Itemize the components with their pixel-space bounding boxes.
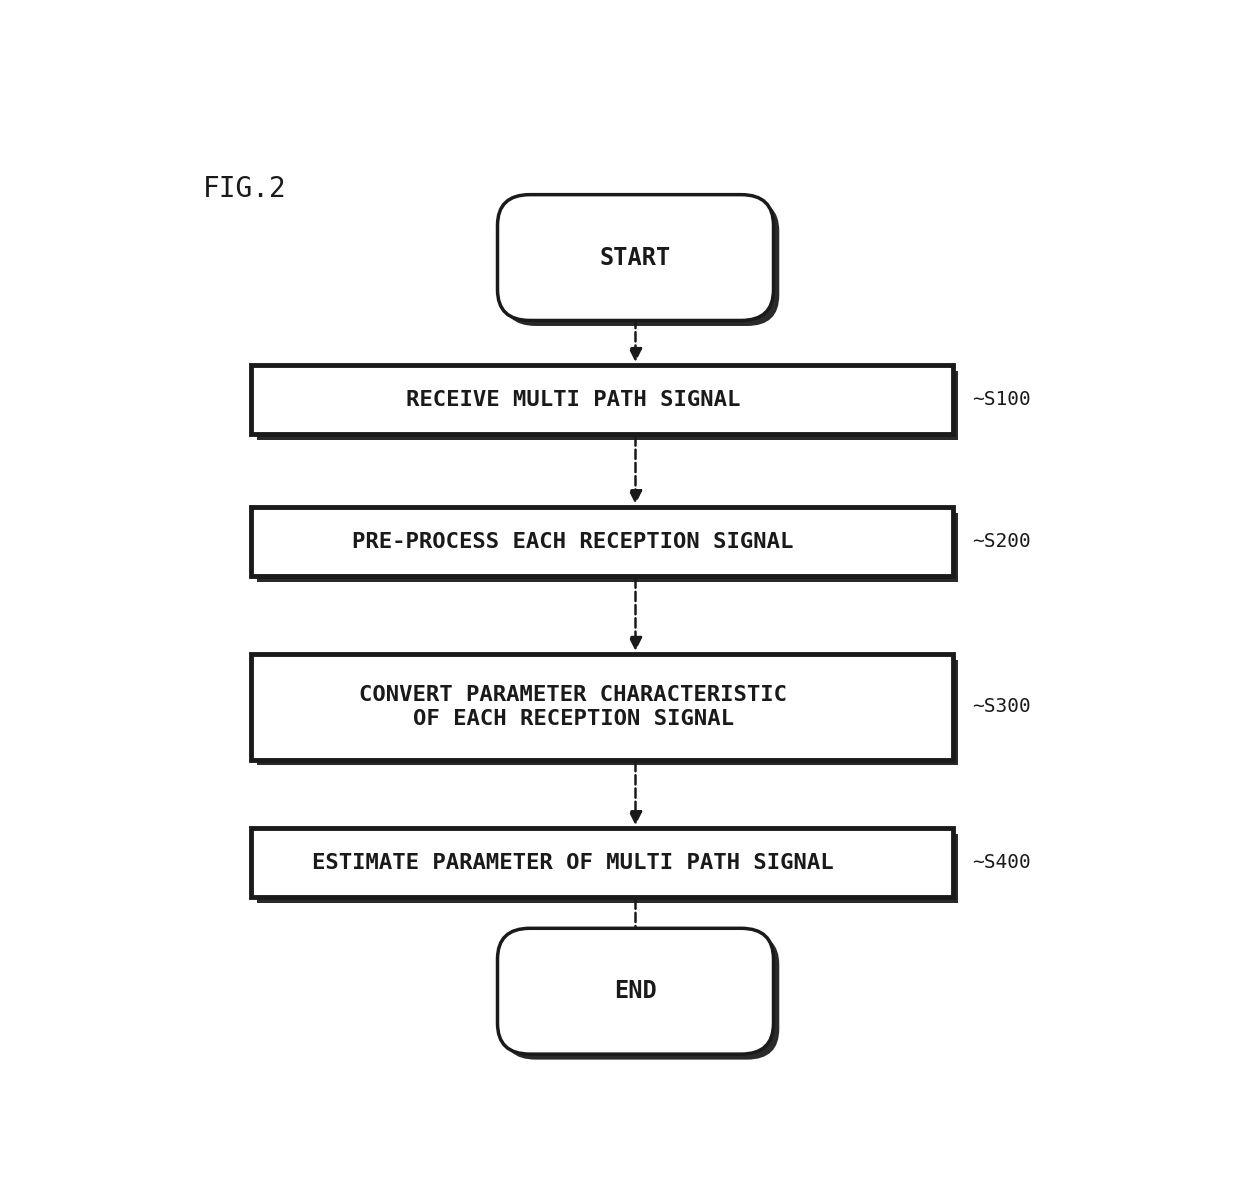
Text: CONVERT PARAMETER CHARACTERISTIC
OF EACH RECEPTION SIGNAL: CONVERT PARAMETER CHARACTERISTIC OF EACH… xyxy=(360,685,787,729)
Text: FIG.2: FIG.2 xyxy=(203,175,286,202)
Text: ~S300: ~S300 xyxy=(972,698,1030,717)
Text: ~S400: ~S400 xyxy=(972,853,1030,872)
FancyBboxPatch shape xyxy=(250,829,952,897)
Text: PRE-PROCESS EACH RECEPTION SIGNAL: PRE-PROCESS EACH RECEPTION SIGNAL xyxy=(352,532,794,551)
FancyBboxPatch shape xyxy=(497,928,774,1054)
Text: RECEIVE MULTI PATH SIGNAL: RECEIVE MULTI PATH SIGNAL xyxy=(405,389,740,410)
Text: ~S100: ~S100 xyxy=(972,391,1030,410)
FancyBboxPatch shape xyxy=(257,660,959,765)
FancyBboxPatch shape xyxy=(503,200,779,326)
FancyBboxPatch shape xyxy=(250,654,952,760)
Text: ESTIMATE PARAMETER OF MULTI PATH SIGNAL: ESTIMATE PARAMETER OF MULTI PATH SIGNAL xyxy=(312,853,833,873)
FancyBboxPatch shape xyxy=(503,934,779,1060)
FancyBboxPatch shape xyxy=(257,513,959,581)
FancyBboxPatch shape xyxy=(257,834,959,903)
Text: START: START xyxy=(600,245,671,269)
FancyBboxPatch shape xyxy=(497,194,774,320)
Text: END: END xyxy=(614,979,657,1003)
Text: ~S200: ~S200 xyxy=(972,532,1030,551)
FancyBboxPatch shape xyxy=(250,507,952,576)
FancyBboxPatch shape xyxy=(257,370,959,439)
FancyBboxPatch shape xyxy=(250,366,952,434)
